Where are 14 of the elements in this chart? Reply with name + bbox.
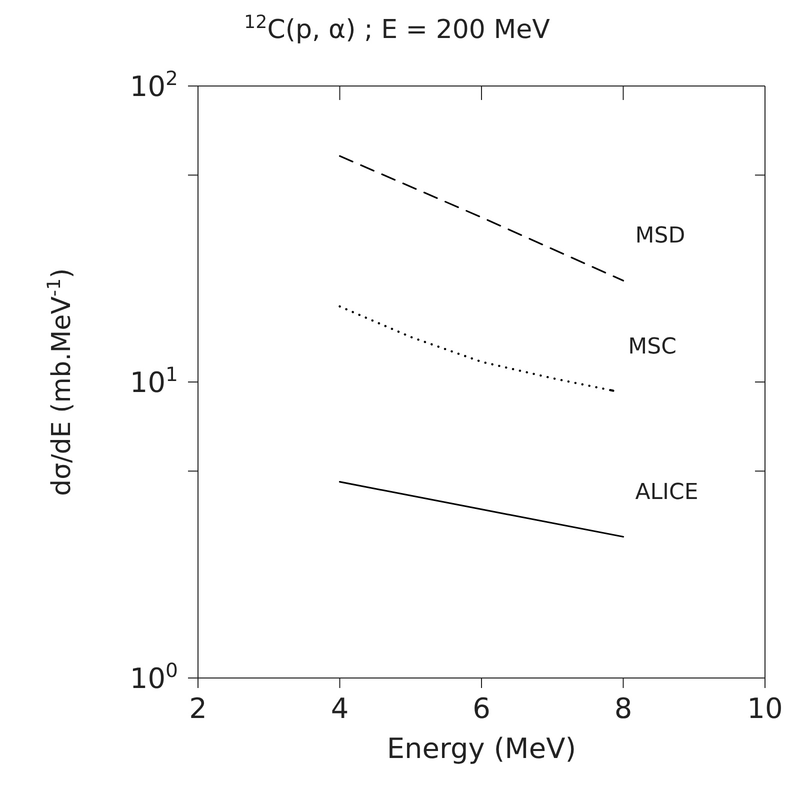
series-label: MSC: [628, 334, 676, 360]
x-tick-label: 10: [747, 692, 783, 725]
x-tick-label: 2: [189, 692, 207, 725]
x-tick-label: 8: [614, 692, 632, 725]
series-label: ALICE: [635, 480, 698, 505]
y-tick-label: 10$^{1}$: [130, 362, 178, 399]
series-label: MSD: [635, 224, 686, 249]
y-tick-label: 10$^{0}$: [130, 658, 178, 695]
chart-title: $^{12}$C(p, α) ; E = 200 MeV: [244, 12, 550, 45]
line-series: [338, 305, 618, 392]
x-axis-title: Energy (MeV): [386, 732, 576, 765]
x-tick-label: 6: [472, 692, 490, 725]
x-tick-label: 4: [330, 692, 349, 725]
y-tick-label: 10$^{2}$: [130, 66, 178, 103]
